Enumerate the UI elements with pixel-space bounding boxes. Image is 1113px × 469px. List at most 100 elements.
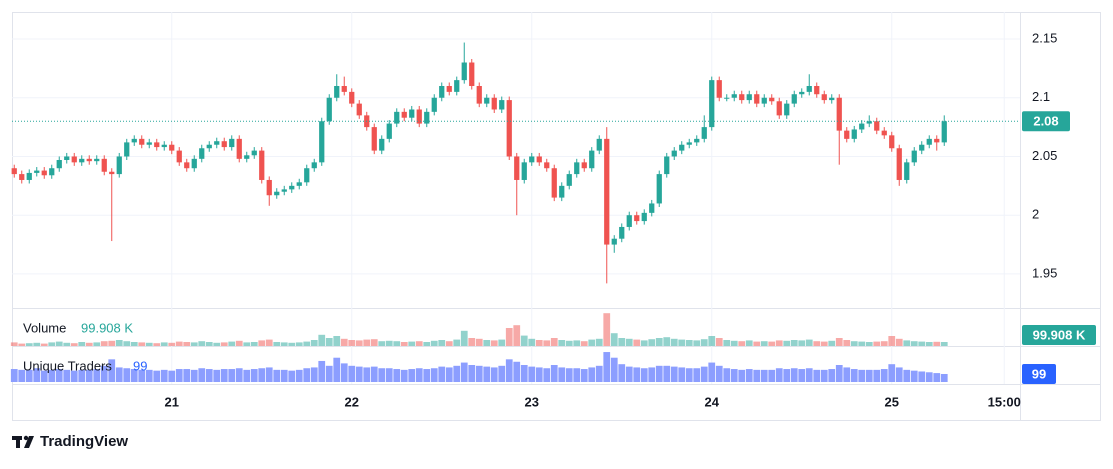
candle-body bbox=[656, 174, 662, 204]
volume-bar bbox=[348, 340, 356, 346]
candle-body bbox=[41, 170, 47, 176]
volume-bar bbox=[40, 343, 48, 346]
volume-bar bbox=[325, 338, 333, 346]
volume-bar bbox=[580, 341, 588, 346]
volume-bar bbox=[85, 342, 93, 346]
y-tick-label: 2 bbox=[1032, 207, 1039, 222]
traders-bar bbox=[483, 366, 491, 382]
volume-bar bbox=[183, 342, 191, 346]
traders-bar bbox=[310, 367, 318, 382]
traders-bar bbox=[445, 367, 453, 382]
volume-bar bbox=[723, 340, 731, 346]
volume-bar bbox=[70, 343, 78, 346]
volume-bar bbox=[333, 336, 341, 346]
x-tick-label: 23 bbox=[525, 394, 539, 409]
candle-body bbox=[259, 150, 265, 180]
volume-bar bbox=[588, 339, 596, 346]
candle-body bbox=[904, 162, 910, 180]
traders-bar bbox=[768, 369, 776, 382]
logo-part bbox=[23, 435, 29, 441]
traders-bar bbox=[318, 360, 326, 382]
volume-bar bbox=[438, 340, 446, 346]
volume-bar bbox=[295, 342, 303, 346]
traders-bar bbox=[168, 370, 176, 382]
traders-bar bbox=[783, 369, 791, 382]
candle-body bbox=[289, 185, 295, 190]
traders-bar bbox=[243, 369, 251, 382]
volume-bar bbox=[798, 340, 806, 346]
traders-bar bbox=[858, 369, 866, 382]
traders-bar bbox=[655, 365, 663, 382]
traders-bar bbox=[33, 368, 41, 382]
candle-body bbox=[551, 168, 557, 198]
traders-bar bbox=[123, 368, 131, 382]
candle-body bbox=[161, 144, 167, 148]
candle-body bbox=[251, 150, 257, 156]
traders-bar bbox=[745, 369, 753, 382]
candle-body bbox=[664, 156, 670, 175]
volume-bar bbox=[648, 339, 656, 346]
volume-bar bbox=[393, 341, 401, 346]
candle-body bbox=[214, 141, 220, 145]
volume-bar bbox=[828, 340, 836, 346]
candle-body bbox=[866, 121, 872, 124]
traders-bar bbox=[535, 367, 543, 382]
candle-body bbox=[686, 142, 692, 145]
traders-bar bbox=[303, 368, 311, 382]
traders-bar bbox=[753, 369, 761, 382]
candle-body bbox=[649, 203, 655, 213]
volume-bar bbox=[48, 342, 56, 346]
volume-bar bbox=[520, 335, 528, 346]
traders-bar bbox=[828, 369, 836, 382]
candle-body bbox=[941, 121, 947, 143]
traders-bar bbox=[258, 368, 266, 382]
volume-bar bbox=[198, 341, 206, 346]
candle-body bbox=[694, 138, 700, 143]
candle-body bbox=[56, 160, 62, 169]
traders-bar bbox=[340, 363, 348, 382]
y-tick-label: 1.95 bbox=[1032, 265, 1057, 280]
traders-bar bbox=[408, 369, 416, 382]
candle-body bbox=[514, 156, 520, 180]
candle-body bbox=[641, 212, 647, 222]
traders-bar bbox=[700, 366, 708, 382]
candle-body bbox=[746, 94, 752, 101]
candle-body bbox=[769, 97, 775, 102]
volume-bar bbox=[543, 340, 551, 346]
volume-bar bbox=[663, 337, 671, 346]
volume-bar bbox=[340, 338, 348, 346]
candle-body bbox=[461, 62, 467, 81]
candle-body bbox=[206, 144, 212, 149]
volume-bar bbox=[768, 341, 776, 346]
volume-bar bbox=[888, 336, 896, 346]
traders-bar bbox=[460, 362, 468, 382]
traders-bar bbox=[393, 369, 401, 382]
candle-body bbox=[626, 215, 632, 227]
traders-bar bbox=[843, 367, 851, 382]
traders-bar bbox=[940, 373, 948, 382]
volume-bar bbox=[250, 342, 258, 346]
traders-bar bbox=[10, 369, 18, 382]
volume-bar bbox=[303, 341, 311, 346]
traders-bar bbox=[355, 366, 363, 382]
candle-body bbox=[26, 172, 32, 180]
candle-body bbox=[574, 162, 580, 175]
candle-body bbox=[319, 121, 325, 163]
candle-body bbox=[334, 86, 340, 98]
x-tick-label: 15:00 bbox=[988, 394, 1021, 409]
traders-bar bbox=[738, 369, 746, 382]
traders-bar bbox=[520, 365, 528, 382]
traders-bar bbox=[798, 369, 806, 382]
volume-bar bbox=[93, 342, 101, 346]
volume-bar bbox=[933, 341, 941, 346]
volume-bar bbox=[625, 338, 633, 346]
traders-bar bbox=[93, 369, 101, 382]
volume-bar bbox=[775, 340, 783, 346]
traders-bar bbox=[273, 369, 281, 382]
candle-body bbox=[379, 138, 385, 151]
candles bbox=[11, 42, 947, 284]
volume-bar bbox=[318, 334, 326, 346]
candle-body bbox=[94, 158, 100, 162]
traders-bar bbox=[145, 369, 153, 382]
volume-bar bbox=[160, 342, 168, 346]
